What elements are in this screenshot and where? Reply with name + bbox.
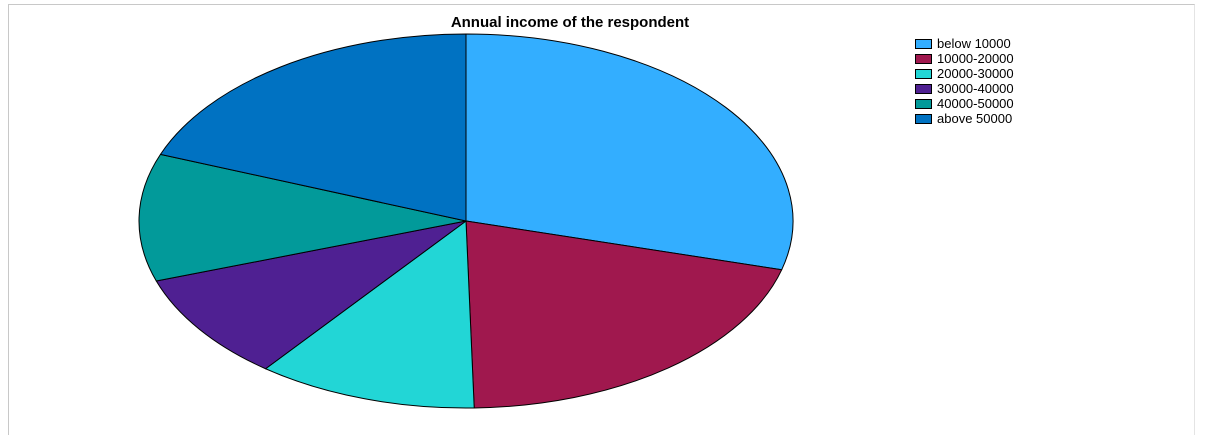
- legend-item: 10000-20000: [915, 51, 1014, 66]
- legend-swatch: [915, 68, 932, 79]
- legend-swatch: [915, 38, 932, 49]
- legend-item: 20000-30000: [915, 66, 1014, 81]
- chart-title: Annual income of the respondent: [450, 14, 690, 31]
- legend-swatch: [915, 98, 932, 109]
- pie-slice-40000-50000: [138, 153, 467, 282]
- legend-label: below 10000: [937, 36, 1011, 51]
- legend-swatch: [915, 113, 932, 124]
- legend-label: 30000-40000: [937, 81, 1014, 96]
- legend-item: 30000-40000: [915, 81, 1014, 96]
- legend-item: above 50000: [915, 111, 1014, 126]
- legend-label: 40000-50000: [937, 96, 1014, 111]
- legend-label: 10000-20000: [937, 51, 1014, 66]
- pie-slice-10000-20000: [465, 220, 783, 409]
- legend-label: above 50000: [937, 111, 1013, 126]
- legend: below 10000 10000-20000 20000-30000 30000-4…: [915, 36, 1014, 126]
- legend-label: 20000-30000: [937, 66, 1014, 81]
- legend-item: below 10000: [915, 36, 1014, 51]
- legend-swatch: [915, 83, 932, 94]
- legend-swatch: [915, 53, 932, 64]
- pie-slice-above-50000: [159, 33, 467, 222]
- pie-slice-below-10000: [465, 33, 794, 271]
- pie-slice-20000-30000: [265, 220, 475, 409]
- pie-slice-30000-40000: [155, 220, 467, 370]
- legend-item: 40000-50000: [915, 96, 1014, 111]
